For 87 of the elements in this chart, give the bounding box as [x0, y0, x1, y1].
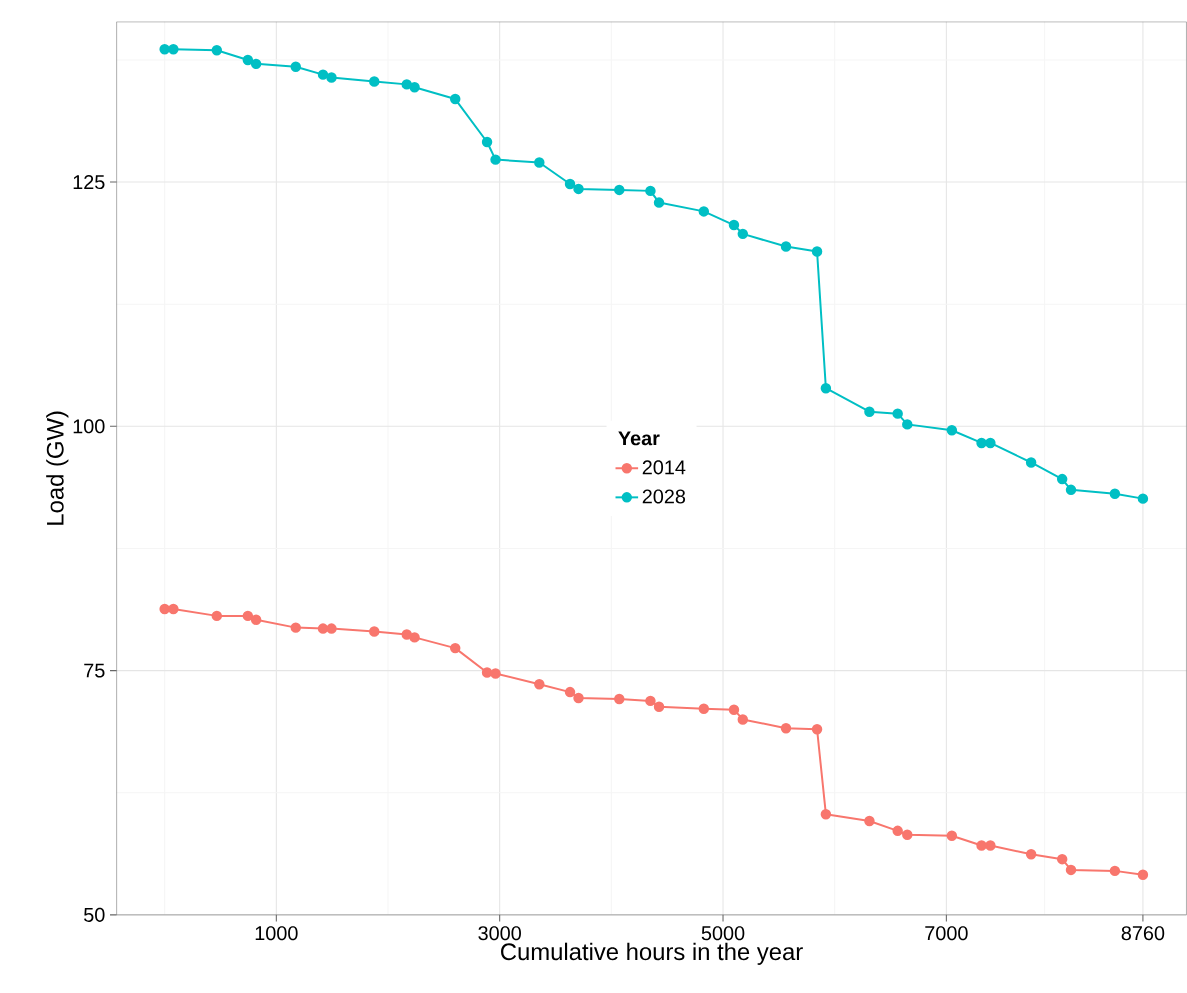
- point: [534, 678, 545, 690]
- point: [728, 704, 740, 715]
- point: [653, 197, 665, 208]
- point: [864, 815, 875, 827]
- y-tick-label: 100: [73, 419, 105, 434]
- point: [864, 406, 875, 417]
- point: [1025, 457, 1037, 468]
- point: [326, 623, 337, 634]
- point: [1137, 869, 1149, 880]
- point: [614, 693, 625, 705]
- point: [564, 686, 576, 698]
- point: [573, 692, 584, 704]
- point: [698, 206, 710, 217]
- point: [645, 185, 656, 196]
- point: [290, 61, 301, 72]
- x-axis-title: Cumulative hours in the year: [501, 942, 803, 965]
- point: [449, 93, 461, 105]
- point: [250, 614, 262, 625]
- point: [780, 241, 792, 252]
- point: [698, 703, 710, 714]
- y-axis-title: Load (GW): [46, 411, 69, 525]
- point: [892, 825, 903, 836]
- point: [564, 178, 576, 190]
- y-tick-label: 125: [73, 174, 105, 189]
- legend-label: 2014: [642, 460, 686, 475]
- point: [985, 437, 996, 449]
- point: [1065, 864, 1077, 875]
- point: [985, 840, 996, 851]
- point: [976, 840, 987, 851]
- point: [242, 610, 254, 621]
- point: [645, 695, 656, 706]
- point: [369, 76, 380, 87]
- point: [326, 72, 337, 83]
- x-tick-label: 5000: [701, 926, 745, 941]
- point: [490, 668, 501, 679]
- point: [1065, 484, 1077, 495]
- point: [892, 408, 903, 419]
- point: [728, 219, 740, 231]
- point: [317, 623, 329, 634]
- x-tick-label: 8760: [1121, 926, 1165, 941]
- point: [168, 603, 179, 615]
- point: [317, 69, 329, 80]
- point: [737, 714, 749, 725]
- point: [369, 626, 380, 637]
- x-tick-label: 3000: [478, 926, 521, 941]
- point: [1056, 473, 1068, 485]
- point: [573, 183, 584, 195]
- point: [737, 228, 749, 239]
- point: [534, 157, 545, 168]
- x-tick-label: 7000: [925, 926, 968, 941]
- point: [811, 723, 823, 735]
- point: [159, 43, 170, 55]
- point: [820, 808, 832, 820]
- point: [653, 701, 665, 712]
- point: [409, 81, 420, 93]
- point: [250, 58, 262, 69]
- point: [449, 642, 461, 654]
- point: [401, 629, 412, 640]
- x-tick-label: 1000: [255, 926, 298, 941]
- point: [211, 610, 223, 621]
- legend-label: 2028: [642, 489, 686, 504]
- point: [211, 44, 223, 56]
- point: [1137, 493, 1149, 504]
- point: [1109, 488, 1121, 499]
- point: [976, 437, 987, 449]
- point: [811, 246, 823, 257]
- y-tick-label: 50: [84, 907, 105, 922]
- point: [409, 631, 420, 643]
- point: [1109, 865, 1121, 876]
- point: [242, 54, 254, 66]
- point: [902, 829, 913, 840]
- point: [614, 184, 625, 195]
- legend-title: Year: [618, 431, 660, 446]
- point: [401, 78, 412, 90]
- y-tick-label: 75: [84, 663, 105, 678]
- point: [168, 43, 179, 55]
- point: [481, 136, 493, 148]
- point: [1056, 853, 1068, 865]
- point: [902, 418, 913, 430]
- point: [1025, 848, 1037, 860]
- point: [820, 382, 832, 394]
- point: [159, 603, 170, 615]
- point: [946, 830, 958, 841]
- point: [290, 622, 301, 633]
- point: [946, 424, 958, 436]
- point: [490, 154, 501, 165]
- point: [780, 722, 792, 734]
